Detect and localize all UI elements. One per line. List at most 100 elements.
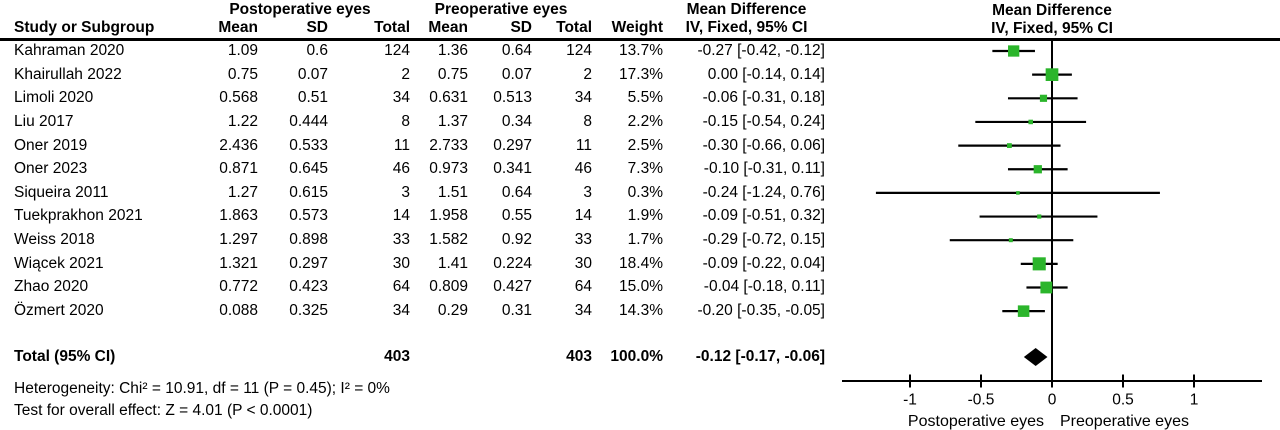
post-mean: 1.09 xyxy=(227,42,258,59)
post-sd: 0.6 xyxy=(306,42,328,59)
post-sd: 0.444 xyxy=(289,112,328,130)
study-rows: Kahraman 2020 1.09 0.6 124 1.36 0.64 124 13.7% -… xyxy=(0,39,830,323)
pre-mean: 0.29 xyxy=(437,302,468,320)
post-total: 11 xyxy=(393,136,410,154)
table-header: Postoperative eyes Preoperative eyes Mea… xyxy=(0,0,830,38)
effect-square xyxy=(1037,214,1042,219)
ci-label: -0.30 [-0.66, 0.06] xyxy=(702,136,825,154)
effect-square xyxy=(1006,143,1012,149)
post-total: 2 xyxy=(401,65,410,83)
group-header-postoperative: Postoperative eyes xyxy=(229,1,371,18)
effect-square xyxy=(1033,165,1042,174)
pre-sd: 0.55 xyxy=(501,207,532,225)
col-header-weight: Weight xyxy=(611,19,663,36)
weight: 5.5% xyxy=(627,89,663,107)
weight: 18.4% xyxy=(619,254,663,272)
effect-square xyxy=(1008,45,1020,57)
effect-square xyxy=(1032,257,1046,271)
plot-header-subtitle: IV, Fixed, 95% CI xyxy=(991,20,1113,37)
pre-sd: 0.64 xyxy=(501,183,532,201)
weight: 13.7% xyxy=(619,42,663,59)
ci-label: -0.04 [-0.18, 0.11] xyxy=(703,278,825,296)
pre-sd: 0.92 xyxy=(501,231,532,249)
pre-mean: 1.582 xyxy=(429,231,468,249)
study-name: Limoli 2020 xyxy=(14,89,94,107)
pre-total: 46 xyxy=(574,160,592,178)
total-post-total: 403 xyxy=(384,348,410,365)
post-mean: 1.22 xyxy=(227,112,258,130)
post-mean: 0.871 xyxy=(219,160,258,178)
effect-square xyxy=(1008,238,1013,243)
post-mean: 0.568 xyxy=(219,89,258,107)
weight: 17.3% xyxy=(619,65,663,83)
col-header-total-pre: Total xyxy=(556,19,592,36)
header-divider xyxy=(0,38,1280,41)
col-header-sd-pre: SD xyxy=(510,19,532,36)
table-row: Wiącek 2021 1.321 0.297 30 1.41 0.224 30 18.4% -… xyxy=(0,252,830,276)
post-total: 14 xyxy=(392,207,410,225)
post-sd: 0.297 xyxy=(289,254,328,272)
post-sd: 0.645 xyxy=(289,160,328,178)
table-row: Siqueira 2011 1.27 0.615 3 1.51 0.64 3 0.3% -0.2… xyxy=(0,181,830,205)
pre-sd: 0.427 xyxy=(493,278,532,296)
axis-tick-label: 0 xyxy=(1048,392,1057,409)
pre-mean: 1.958 xyxy=(429,207,468,225)
post-sd: 0.51 xyxy=(297,89,328,107)
pre-total: 3 xyxy=(583,183,592,201)
total-spacer xyxy=(258,345,328,369)
col-header-mean-pre: Mean xyxy=(428,19,468,36)
pre-mean: 2.733 xyxy=(429,136,468,154)
post-total: 3 xyxy=(401,183,410,201)
pre-mean: 1.37 xyxy=(437,112,468,130)
effect-square xyxy=(1028,119,1033,125)
weight: 15.0% xyxy=(619,278,663,296)
total-spacer xyxy=(190,345,258,369)
pre-mean: 1.41 xyxy=(437,254,468,272)
post-sd: 0.898 xyxy=(289,231,328,249)
post-mean: 0.088 xyxy=(219,302,258,320)
table-row: Limoli 2020 0.568 0.51 34 0.631 0.513 34 5.5% -0… xyxy=(0,86,830,110)
col-header-ci: IV, Fixed, 95% CI xyxy=(685,19,808,36)
overall-effect-note: Test for overall effect: Z = 4.01 (P < 0… xyxy=(14,402,313,419)
effect-square xyxy=(1045,68,1059,81)
weight: 7.3% xyxy=(627,160,663,178)
effect-square xyxy=(1016,191,1020,195)
ci-label: -0.06 [-0.31, 0.18] xyxy=(702,89,825,107)
post-total: 46 xyxy=(392,160,410,178)
study-name: Liu 2017 xyxy=(14,112,74,130)
study-name: Wiącek 2021 xyxy=(14,254,104,272)
header-spacer xyxy=(0,0,190,20)
table-row: Tuekprakhon 2021 1.863 0.573 14 1.958 0.55 14 1… xyxy=(0,204,830,228)
post-mean: 1.297 xyxy=(219,231,258,249)
study-name: Khairullah 2022 xyxy=(14,65,122,83)
col-header-sd-post: SD xyxy=(306,19,328,36)
table-row: Kahraman 2020 1.09 0.6 124 1.36 0.64 124 13.7% -… xyxy=(0,39,830,63)
study-name: Weiss 2018 xyxy=(14,231,95,249)
axis-tick-label: -1 xyxy=(903,392,917,409)
col-header-mean-post: Mean xyxy=(218,19,258,36)
table-row: Oner 2019 2.436 0.533 11 2.733 0.297 11 2.5% -0.… xyxy=(0,134,830,158)
axis-label-right: Preoperative eyes xyxy=(1060,413,1189,430)
ci-label: -0.29 [-0.72, 0.15] xyxy=(702,231,825,249)
col-header-total-post: Total xyxy=(374,19,410,36)
pre-mean: 0.631 xyxy=(429,89,468,107)
post-sd: 0.615 xyxy=(289,183,328,201)
post-total: 33 xyxy=(392,231,410,249)
pre-mean: 0.973 xyxy=(429,160,468,178)
table-row: Weiss 2018 1.297 0.898 33 1.582 0.92 33 1.7% -0.… xyxy=(0,228,830,252)
pre-sd: 0.31 xyxy=(501,302,532,320)
weight: 0.3% xyxy=(627,183,663,201)
pre-total: 124 xyxy=(566,42,592,59)
ci-label: 0.00 [-0.14, 0.14] xyxy=(707,65,825,83)
pre-mean: 1.36 xyxy=(437,42,468,59)
axis-tick-label: 0.5 xyxy=(1112,392,1134,409)
table-row: Özmert 2020 0.088 0.325 34 0.29 0.31 34 14.3% -0… xyxy=(0,299,830,323)
pre-total: 34 xyxy=(574,89,592,107)
summary-diamond xyxy=(1023,348,1048,366)
effect-square xyxy=(1017,305,1030,317)
pre-sd: 0.297 xyxy=(493,136,532,154)
total-spacer xyxy=(468,345,532,369)
effect-square xyxy=(1039,94,1048,102)
post-mean: 2.436 xyxy=(219,136,258,154)
